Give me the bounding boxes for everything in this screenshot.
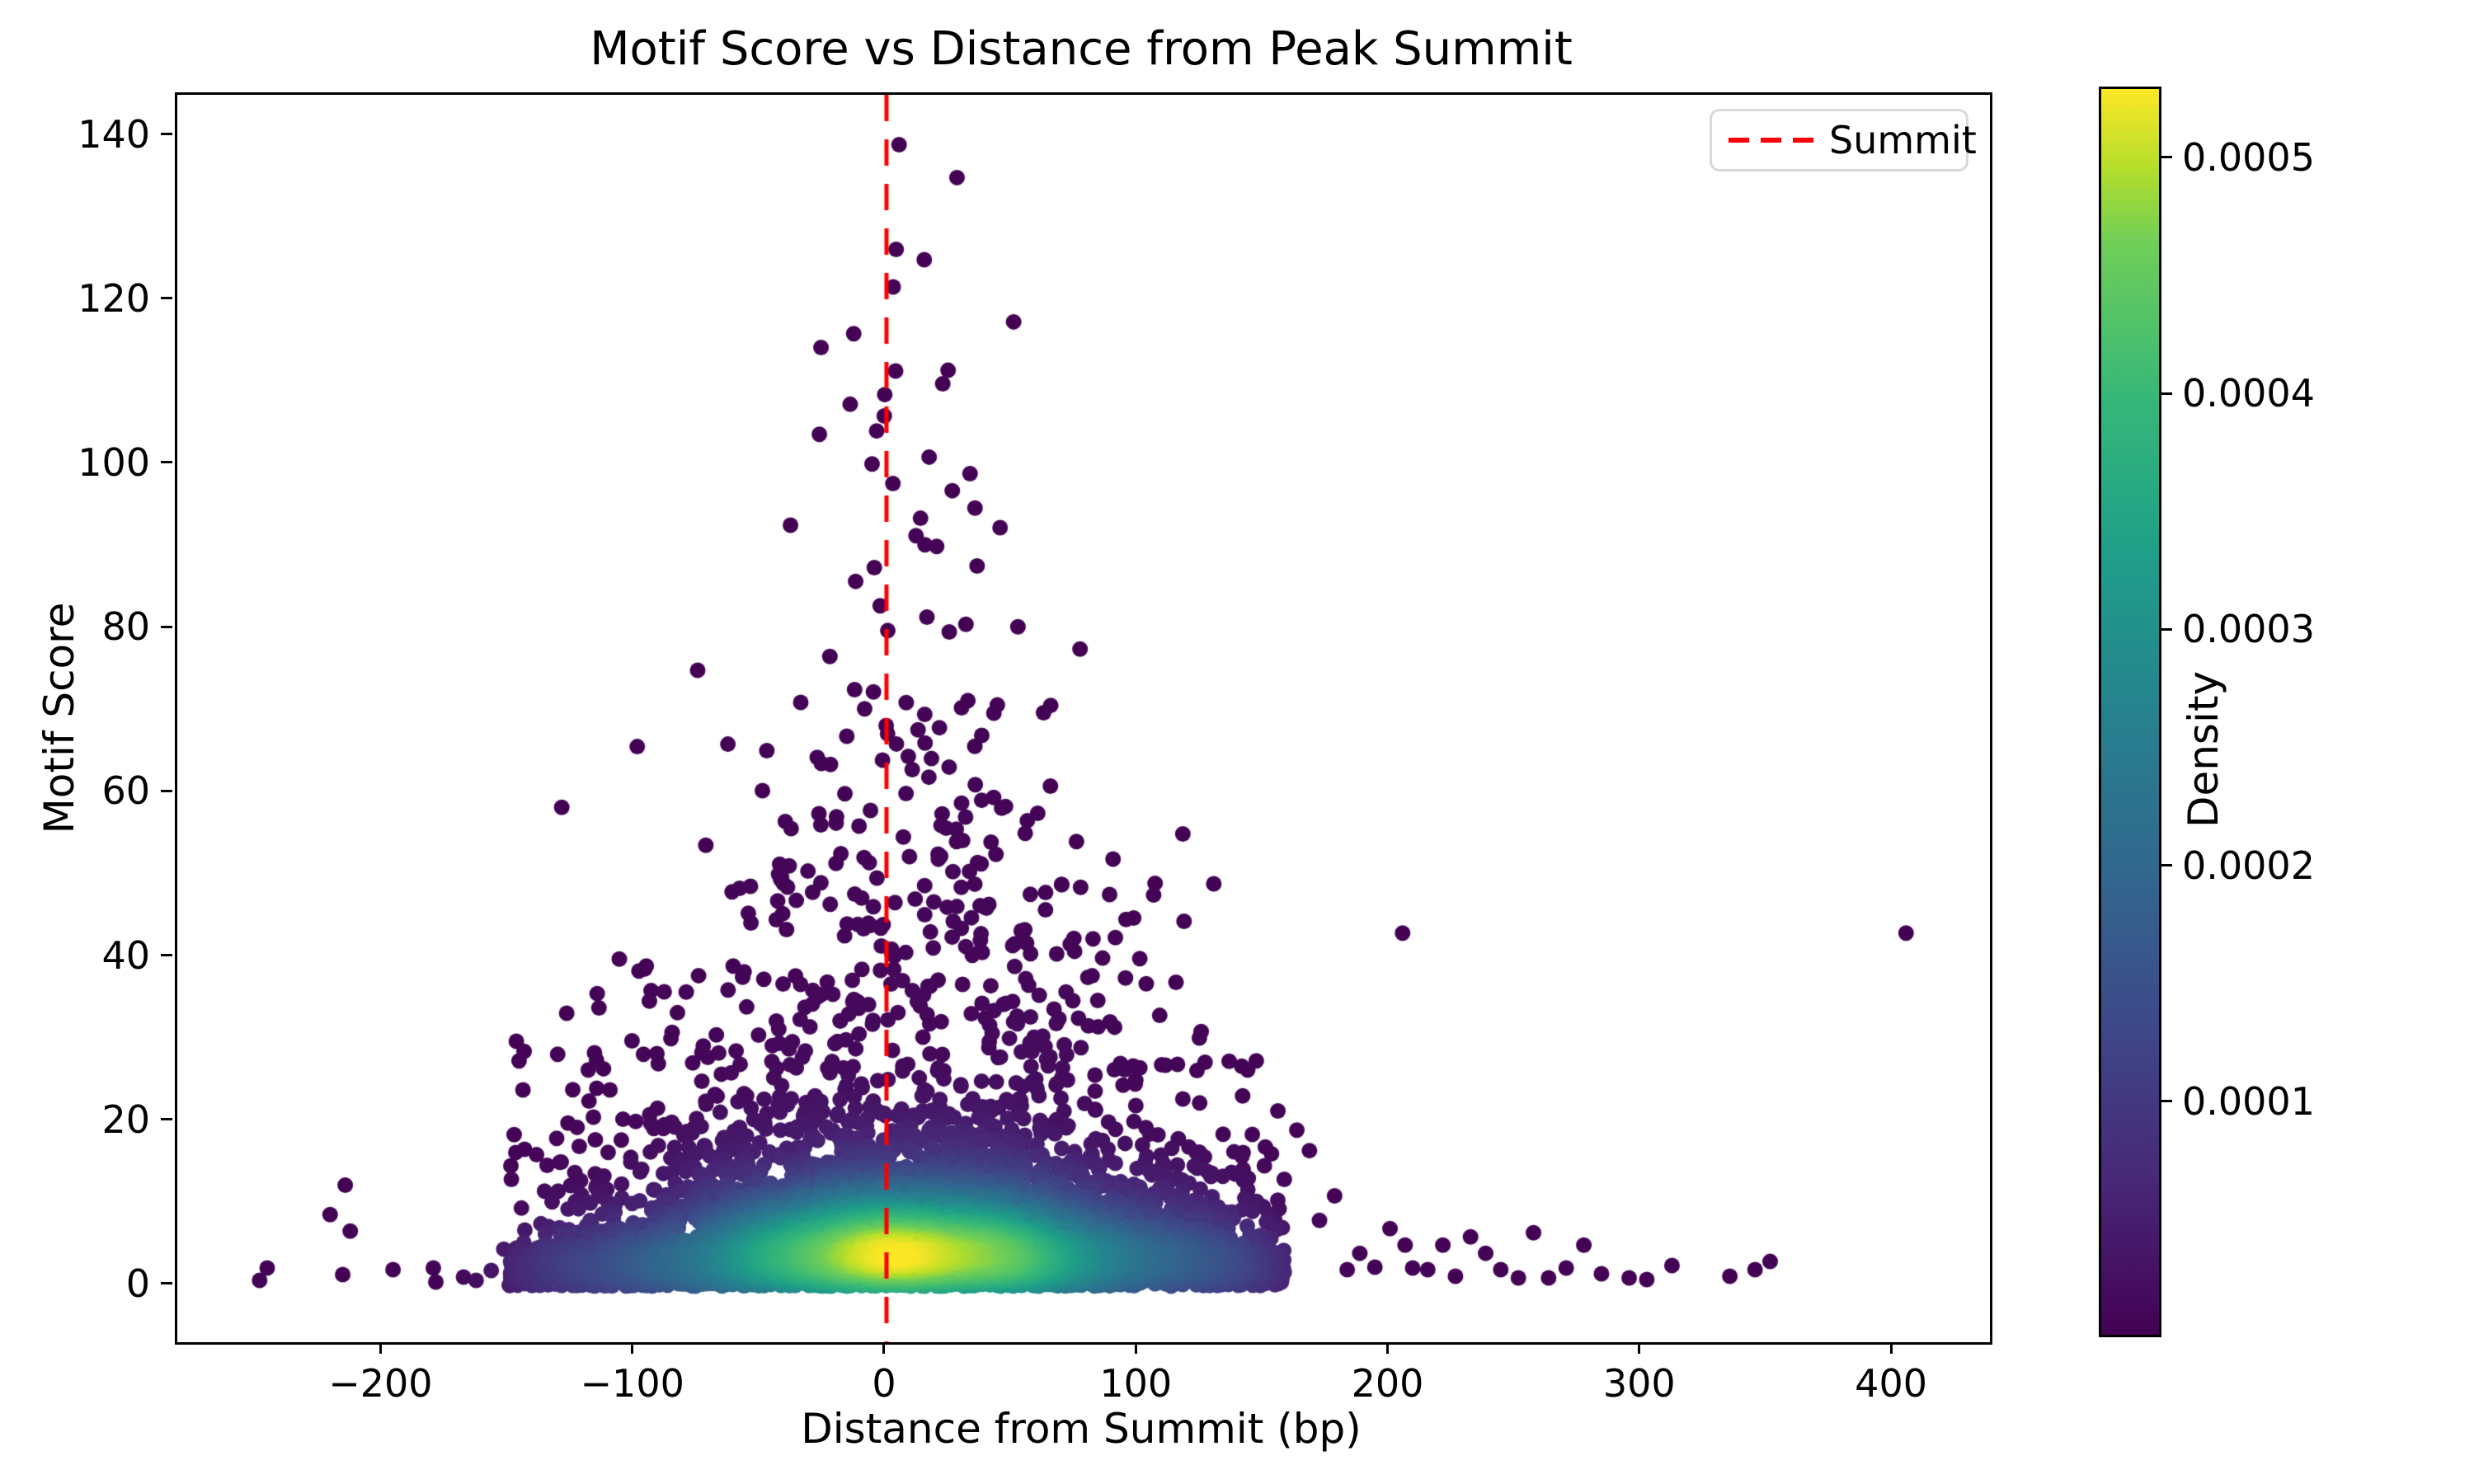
x-tick-label: 100 (1099, 1361, 1173, 1406)
legend-dashed-line-sample (1729, 138, 1813, 143)
legend: Summit (1710, 109, 1977, 171)
x-tick-label: −100 (580, 1361, 684, 1406)
x-tick-label: 0 (872, 1361, 896, 1406)
x-axis-label: Distance from Summit (bp) (801, 1405, 1362, 1453)
colorbar-tick-mark (2161, 392, 2172, 395)
x-tick-mark (882, 1342, 886, 1354)
legend-dash-icon (1793, 138, 1813, 143)
y-tick-label: 80 (101, 604, 150, 650)
legend-label: Summit (1829, 118, 1977, 162)
x-tick-mark (1889, 1342, 1893, 1354)
plot-area: Summit (175, 92, 1992, 1345)
y-tick-label: 60 (101, 768, 150, 814)
y-tick-label: 120 (78, 275, 150, 321)
colorbar-tick-mark (2161, 864, 2172, 867)
y-tick-mark (161, 625, 172, 628)
colorbar-tick-mark (2161, 1100, 2172, 1103)
y-axis-label: Motif Score (35, 602, 83, 834)
legend-dash-icon (1729, 138, 1749, 143)
y-tick-mark (161, 954, 172, 957)
x-tick-mark (379, 1342, 382, 1354)
y-tick-label: 40 (101, 932, 150, 978)
y-tick-mark (161, 461, 172, 464)
y-tick-mark (161, 297, 172, 300)
colorbar-tick-label: 0.0005 (2182, 134, 2315, 180)
y-tick-mark (161, 133, 172, 136)
y-tick-label: 20 (101, 1097, 150, 1142)
y-tick-label: 0 (125, 1261, 150, 1306)
y-tick-mark (161, 789, 172, 792)
colorbar-tick-mark (2161, 156, 2172, 159)
legend-dash-icon (1761, 138, 1781, 143)
chart-title: Motif Score vs Distance from Peak Summit (590, 22, 1573, 76)
colorbar-tick-label: 0.0002 (2182, 843, 2315, 888)
y-tick-label: 100 (78, 439, 150, 485)
colorbar-tick-label: 0.0004 (2182, 371, 2315, 416)
x-tick-mark (1638, 1342, 1641, 1354)
y-tick-mark (161, 1282, 172, 1285)
y-tick-mark (161, 1118, 172, 1121)
colorbar-tick-mark (2161, 627, 2172, 631)
x-tick-label: −200 (328, 1361, 433, 1406)
colorbar-tick-label: 0.0003 (2182, 607, 2315, 652)
y-tick-label: 140 (78, 111, 150, 157)
colorbar-tick-label: 0.0001 (2182, 1078, 2315, 1124)
x-tick-label: 400 (1855, 1361, 1927, 1406)
x-tick-mark (1134, 1342, 1137, 1354)
x-tick-mark (631, 1342, 634, 1354)
scatter-canvas (177, 95, 1990, 1342)
colorbar (2099, 87, 2161, 1337)
x-tick-label: 200 (1351, 1361, 1424, 1406)
x-tick-mark (1386, 1342, 1390, 1354)
x-tick-label: 300 (1602, 1361, 1676, 1406)
